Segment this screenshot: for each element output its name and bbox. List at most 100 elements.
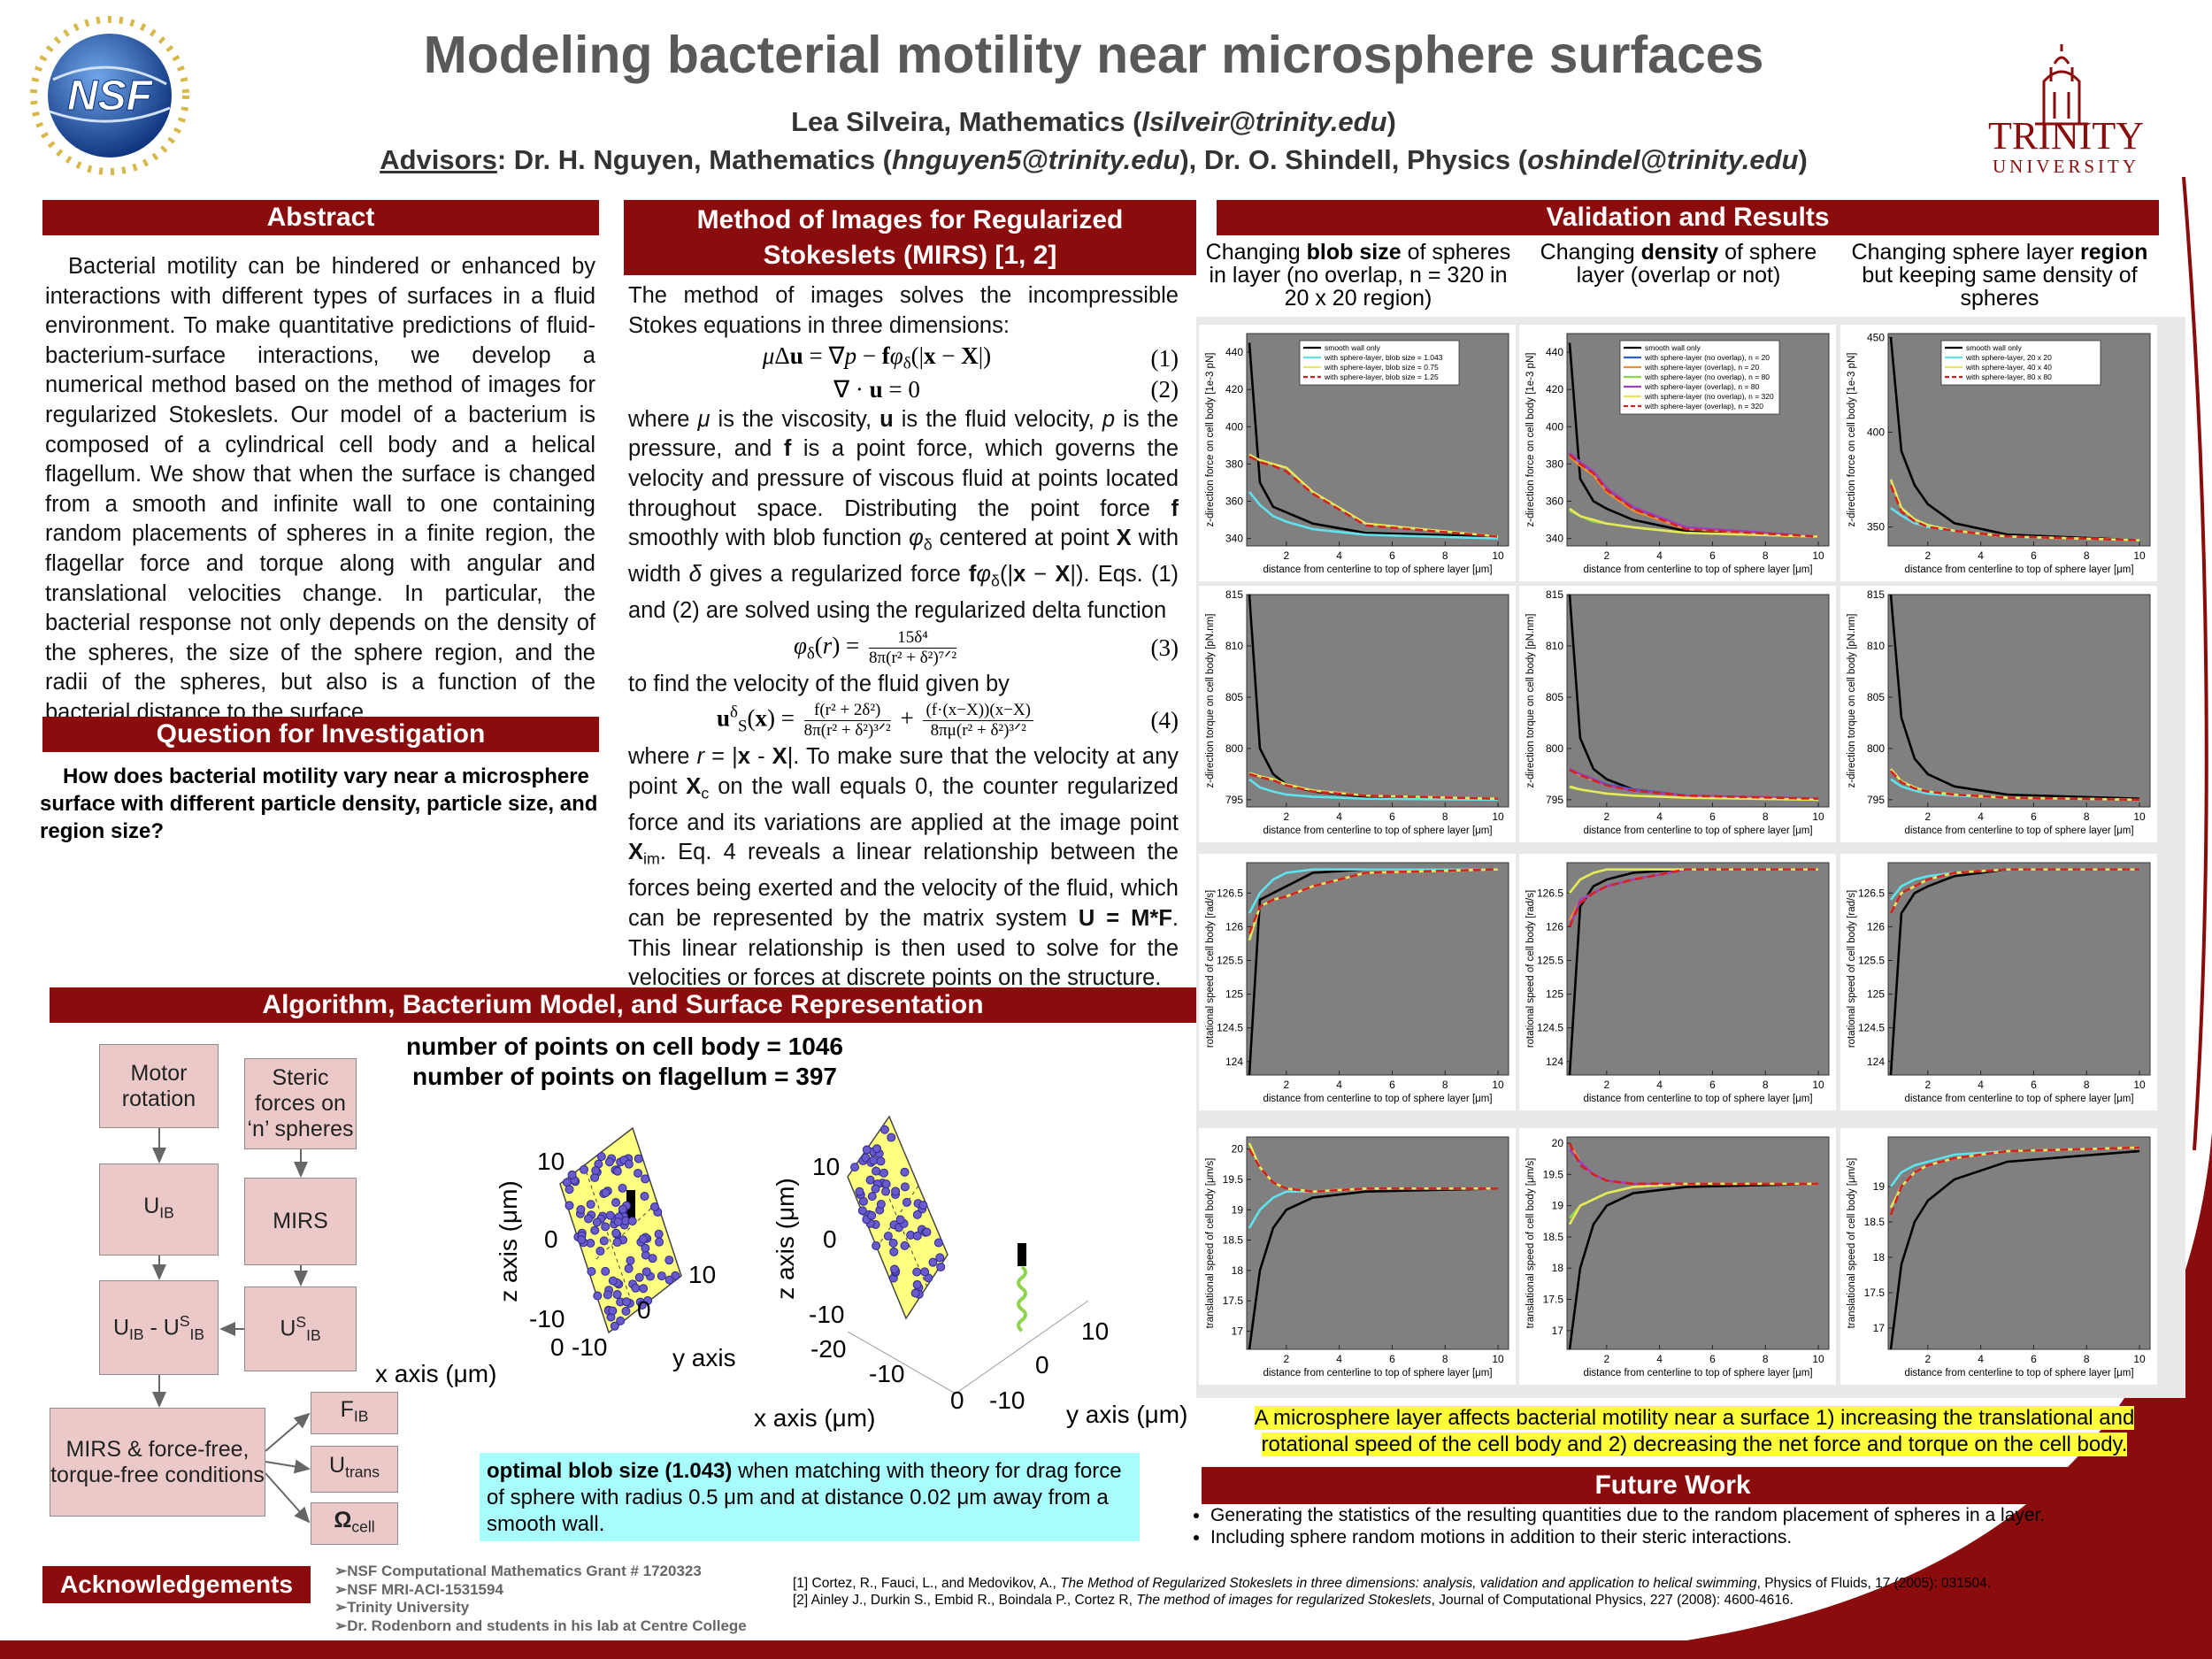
y-axis-label: y axis (μm) [1066, 1401, 1187, 1428]
sphere-dot [616, 1316, 626, 1325]
text-run: = ∇ [803, 342, 845, 370]
blob-note: optimal blob size (1.043) when matching … [480, 1453, 1140, 1541]
text-run: δ [688, 562, 702, 588]
paragraph: The method of images solves the incompre… [628, 281, 1179, 341]
y-tick-label: 815 [1867, 588, 1885, 601]
fraction: 15δ⁴ 8π(r² + δ²)⁷ᐟ² [869, 628, 957, 668]
x-tick-label: 2 [1604, 1353, 1610, 1365]
series-line [1889, 484, 2140, 541]
plot-area [1566, 862, 1830, 1076]
text-run: X [628, 840, 644, 865]
flow-node: FIB [311, 1392, 398, 1434]
text-run: f [783, 436, 792, 462]
x-tick-label: 6 [1709, 549, 1716, 562]
column-heading: Changing blob size of spheres in layer (… [1199, 241, 1517, 310]
plot-area [1887, 1136, 2151, 1350]
x-tick-label: 8 [1442, 810, 1448, 823]
legend-label: with sphere-layer, 80 x 80 [1965, 373, 2052, 381]
y-tick-label: 380 [1225, 457, 1243, 470]
text-run: ) = [766, 704, 801, 732]
sphere-dot [634, 1272, 644, 1282]
x-tick-label: 8 [1442, 1353, 1448, 1365]
y-axis-label: z-direction force on cell body [1e-3 pN] [1525, 353, 1536, 527]
denominator: 8π(r² + δ²)³ᐟ² [803, 721, 891, 741]
reference: [1] Cortez, R., Fauci, L., and Medovikov… [793, 1575, 2120, 1592]
x-tick-label: 8 [2084, 1353, 2090, 1365]
x-tick-label: 8 [1442, 549, 1448, 562]
node-label: UIB - USIB [113, 1309, 204, 1348]
ack-item: ➢NSF MRI-ACI-1531594 [334, 1580, 503, 1598]
paragraph: to find the velocity of the fluid given … [628, 670, 1179, 700]
y-tick: -10 [989, 1386, 1025, 1414]
legend-label: with sphere-layer (overlap), n = 20 [1644, 363, 1759, 372]
y-tick-label: 125.5 [1858, 954, 1885, 966]
sphere-dot [895, 1215, 905, 1225]
sphere-dot [657, 1271, 666, 1281]
sphere-dot [576, 1205, 586, 1215]
x-axis-label: distance from centerline to top of spher… [1583, 826, 1812, 836]
text-run: u [879, 406, 894, 432]
text-run: ) [1386, 106, 1396, 137]
y-tick-label: 805 [1867, 691, 1885, 703]
series-line [1248, 868, 1499, 934]
sphere-dot [613, 1217, 623, 1226]
text-run: - [749, 744, 772, 770]
y-tick-label: 20 [1232, 1143, 1244, 1156]
sphere-dot [591, 1165, 601, 1175]
node-label: UIB [143, 1194, 174, 1225]
equation-body: ∇ · u = 0 [628, 376, 1125, 403]
legend-box [1940, 340, 2101, 386]
text-run: Motor rotation [121, 1060, 196, 1111]
sphere-dot [872, 1144, 882, 1154]
series-line [1889, 1149, 2140, 1350]
text-run: - U [143, 1315, 180, 1340]
x-tick-label: 4 [1978, 1353, 1984, 1365]
text-run: x [924, 342, 936, 370]
x-tick-label: 10 [1812, 1353, 1824, 1365]
x-tick-label: 10 [1492, 1079, 1504, 1091]
text-run: X [772, 744, 787, 770]
trinity-logo: TRINITY UNIVERSITY [1988, 44, 2144, 177]
series-line [1248, 491, 1499, 540]
y-tick-label: 20 [1552, 1137, 1564, 1149]
sphere-dot [865, 1175, 875, 1185]
legend-label: with sphere-layer (overlap), n = 320 [1644, 402, 1763, 411]
sphere-dot [655, 1237, 664, 1247]
text-run: u [717, 704, 731, 732]
section-heading: Validation and Results [1217, 200, 2159, 235]
text-run: IB [353, 1407, 369, 1425]
equation: φδ(r) = 15δ⁴ 8π(r² + δ²)⁷ᐟ² (3) [628, 628, 1179, 668]
y-tick-label: 340 [1225, 533, 1243, 545]
conclusion: A microsphere layer affects bacterial mo… [1234, 1405, 2154, 1458]
y-tick-label: 124.5 [1217, 1022, 1243, 1034]
text-run: (| [999, 562, 1014, 588]
bottom-band [0, 1640, 2212, 1659]
sphere-dot [604, 1157, 614, 1167]
y-tick-label: 17 [1873, 1322, 1886, 1334]
y-tick-label: 125.5 [1537, 954, 1563, 966]
references: [1] Cortez, R., Fauci, L., and Medovikov… [793, 1575, 2120, 1609]
sphere-dot [862, 1145, 872, 1155]
text-run: U [280, 1316, 296, 1341]
x-tick-label: 8 [1763, 1353, 1769, 1365]
text-run: (| [910, 342, 925, 370]
text-run: ( [747, 704, 756, 732]
sphere-dot [935, 1253, 945, 1263]
text-run: is a point force, which governs the velo… [628, 436, 1179, 521]
x-tick-label: 2 [1284, 549, 1290, 562]
x-tick-label: 8 [1763, 549, 1769, 562]
sphere-dot [611, 1198, 621, 1208]
equation: μΔu = ∇p − fφδ(|x − X|) (1) [628, 342, 1179, 374]
x-tick-label: 8 [2084, 810, 2090, 823]
series-line [1248, 1148, 1499, 1194]
x-tick-label: 6 [1709, 1079, 1716, 1091]
sphere-dot [605, 1210, 615, 1220]
y-tick-label: 350 [1867, 521, 1885, 534]
sphere-dot [593, 1291, 603, 1301]
series-line [1248, 455, 1499, 538]
x-axis-label: x axis (μm) [754, 1404, 875, 1432]
sphere-dot [872, 1240, 881, 1250]
sphere-dot [649, 1202, 659, 1211]
sphere-dot [608, 1306, 618, 1316]
